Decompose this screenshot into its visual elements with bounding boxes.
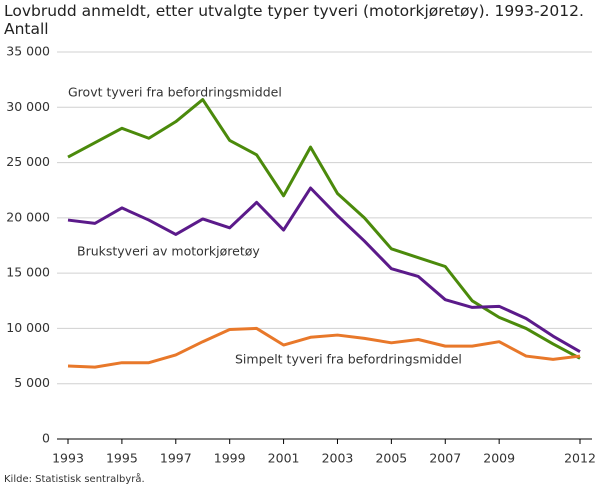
y-tick-label: 20 000 [6,209,50,224]
chart-title: Lovbrudd anmeldt, etter utvalgte typer t… [4,2,584,38]
y-tick-label: 25 000 [6,154,50,169]
x-tick-label: 2009 [483,451,515,466]
series-line [67,186,581,353]
series-label: Brukstyveri av motorkjøretøy [77,244,260,259]
y-tick-label: 10 000 [6,320,50,335]
x-tick-label: 2003 [322,451,354,466]
series-label: Simpelt tyveri fra befordringsmiddel [235,352,462,367]
series-line [67,326,581,369]
x-tick-label: 2001 [268,451,300,466]
series-line [67,98,581,360]
y-tick-label: 15 000 [6,265,50,280]
x-tick-label: 2007 [429,451,461,466]
x-tick-label: 1993 [52,451,84,466]
x-tick-label: 1997 [160,451,192,466]
x-tick-label: 1999 [214,451,246,466]
x-tick-label: 1995 [106,451,138,466]
y-tick-label: 30 000 [6,99,50,114]
y-tick-label: 0 [42,431,50,446]
y-tick-label: 35 000 [6,44,50,59]
y-tick-label: 5 000 [14,375,50,390]
series-label: Grovt tyveri fra befordringsmiddel [68,85,282,100]
x-tick-label: 2005 [375,451,407,466]
x-tick-label: 2012 [564,451,596,466]
source: Kilde: Statistisk sentralbyrå. [4,472,145,485]
